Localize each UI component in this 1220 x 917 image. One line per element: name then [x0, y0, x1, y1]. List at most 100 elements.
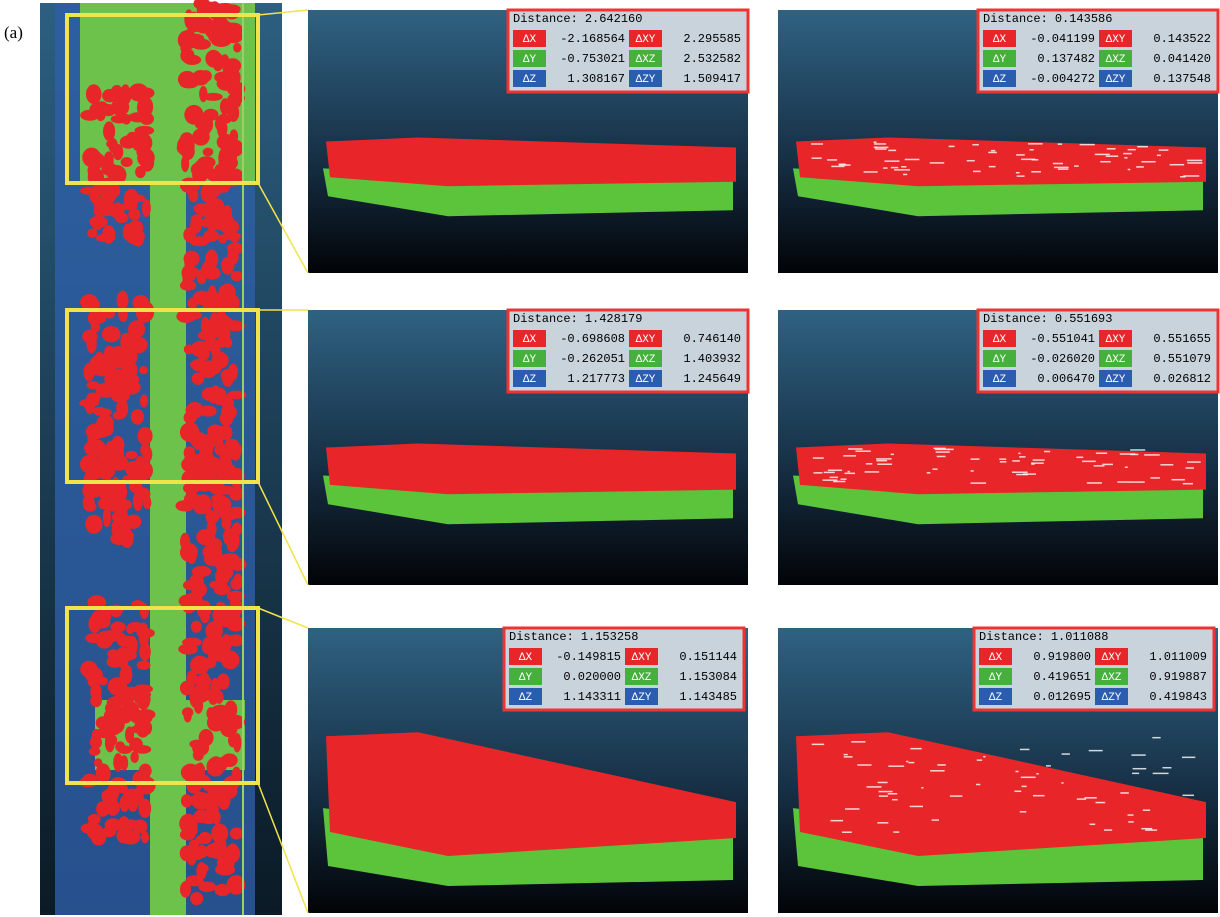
distance-line: Distance:0.551693: [983, 312, 1112, 326]
white-points: [1020, 749, 1030, 751]
delta-value: 0.143522: [1153, 32, 1211, 46]
white-points: [999, 458, 1006, 460]
white-points: [1019, 456, 1025, 458]
white-points: [1128, 821, 1134, 823]
tree-points: [133, 819, 148, 833]
tree-points: [233, 733, 241, 752]
tree-points: [186, 447, 195, 459]
tree-points: [221, 149, 231, 167]
white-points: [879, 795, 888, 797]
tree-points: [193, 686, 202, 699]
tree-points: [96, 801, 109, 817]
white-points: [1180, 176, 1186, 178]
tree-points: [221, 651, 239, 670]
tree-points: [200, 672, 210, 690]
tree-points: [191, 621, 202, 633]
white-points: [1133, 768, 1147, 770]
tree-points: [216, 837, 226, 854]
delta-label: ΔXZ: [1106, 354, 1126, 366]
white-points: [906, 761, 908, 763]
white-points: [1132, 773, 1139, 775]
distance-label: Distance:: [979, 630, 1044, 644]
white-points: [983, 756, 985, 758]
white-points: [1062, 753, 1070, 755]
tree-points: [218, 615, 236, 626]
white-points: [933, 448, 945, 450]
tree-points: [189, 796, 198, 806]
white-points: [1089, 750, 1103, 752]
white-points: [991, 150, 995, 152]
white-points: [1082, 461, 1096, 463]
tree-points: [113, 753, 123, 772]
tree-points: [197, 269, 207, 284]
white-points: [973, 171, 981, 173]
tree-points: [96, 763, 111, 783]
white-points: [989, 166, 996, 168]
tree-points: [227, 443, 242, 457]
white-points: [1020, 811, 1026, 813]
tree-points: [110, 374, 125, 394]
tree-points: [135, 690, 151, 698]
white-points: [1159, 149, 1169, 151]
distance-line: Distance:2.642160: [513, 12, 642, 26]
white-points: [971, 482, 987, 484]
distance-label: Distance:: [509, 630, 574, 644]
white-points: [930, 770, 945, 772]
tree-points: [139, 134, 153, 152]
white-points: [1085, 797, 1097, 799]
tree-points: [105, 190, 116, 202]
white-points: [1187, 160, 1202, 162]
tree-points: [105, 818, 122, 831]
tree-points: [233, 43, 241, 53]
tree-points: [205, 509, 213, 524]
tree-points: [212, 496, 231, 514]
white-points: [811, 143, 823, 145]
tree-points: [139, 630, 149, 647]
tree-points: [195, 296, 213, 305]
delta-label: ΔXY: [1106, 34, 1126, 46]
tree-points: [143, 496, 151, 510]
tree-points: [135, 166, 146, 178]
tree-points: [231, 271, 243, 281]
delta-value: -0.026020: [1030, 352, 1095, 366]
white-points: [1102, 464, 1113, 466]
white-points: [1129, 481, 1145, 483]
white-points: [1074, 165, 1079, 167]
white-points: [883, 167, 887, 169]
white-points: [823, 479, 838, 481]
tree-points: [221, 405, 237, 420]
tree-points: [192, 590, 202, 609]
tree-points: [197, 1, 207, 20]
tree-points: [206, 627, 216, 637]
delta-value: -0.149815: [556, 650, 621, 664]
delta-label: ΔZY: [1106, 74, 1126, 86]
white-points: [1031, 171, 1041, 173]
tree-points: [127, 622, 144, 632]
delta-value: 0.551079: [1153, 352, 1211, 366]
tree-points: [208, 642, 222, 661]
white-points: [988, 152, 997, 154]
tree-points: [233, 573, 243, 588]
delta-value: 1.403932: [683, 352, 741, 366]
tree-points: [126, 709, 137, 717]
delta-value: -0.262051: [560, 352, 625, 366]
white-points: [930, 162, 945, 164]
tree-points: [130, 224, 139, 232]
white-points: [841, 478, 847, 480]
delta-label: ΔZY: [632, 692, 652, 704]
delta-label: ΔXY: [1106, 334, 1126, 346]
tree-points: [91, 693, 102, 707]
white-points: [1058, 143, 1062, 145]
delta-value: 0.026812: [1153, 372, 1211, 386]
delta-value: 1.509417: [683, 72, 741, 86]
white-points: [878, 782, 888, 784]
white-points: [875, 148, 886, 150]
tree-points: [215, 167, 233, 181]
distance-value: 1.428179: [585, 312, 643, 326]
delta-value: 0.419651: [1033, 670, 1091, 684]
white-points: [877, 822, 888, 824]
white-points: [927, 472, 931, 474]
view: Distance:0.143586ΔX-0.041199ΔXY0.143522Δ…: [778, 10, 1218, 273]
white-points: [905, 159, 920, 161]
white-points: [828, 470, 842, 472]
